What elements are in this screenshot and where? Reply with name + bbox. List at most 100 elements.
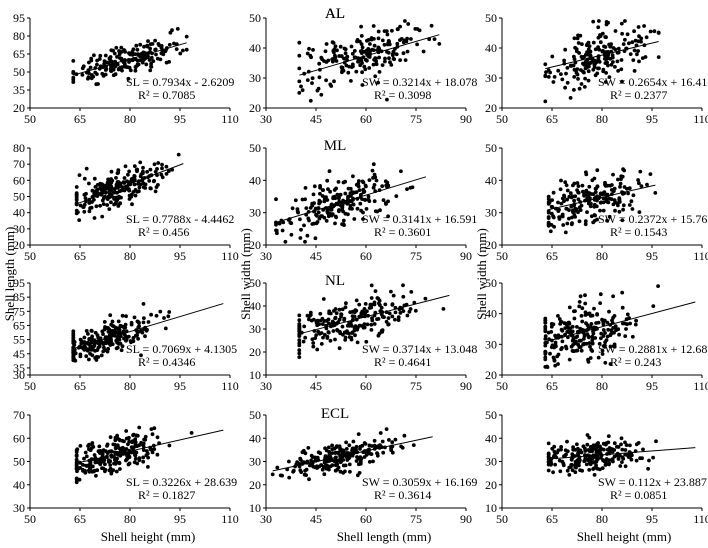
data-point: [94, 204, 99, 209]
data-point: [620, 447, 625, 452]
x-tick-label: 110: [221, 112, 239, 126]
data-point: [315, 318, 320, 323]
r-squared: R² = 0.2377: [610, 88, 667, 102]
regression-equation: SL = 0.7069x + 4.1305: [126, 342, 237, 356]
data-point: [604, 338, 609, 342]
data-point: [606, 200, 611, 205]
regression-equation: SW = 0.3059x + 16.169: [362, 475, 477, 489]
data-point: [336, 465, 341, 470]
data-point: [583, 293, 587, 298]
data-point: [133, 68, 138, 73]
data-point: [301, 460, 306, 464]
data-point: [113, 458, 117, 462]
data-point: [587, 468, 592, 472]
data-point: [582, 54, 586, 59]
data-point: [358, 461, 363, 466]
data-point: [90, 464, 95, 469]
data-point: [365, 322, 370, 327]
data-point: [316, 210, 321, 215]
data-point: [583, 219, 588, 224]
data-point: [298, 458, 303, 462]
data-point: [167, 443, 172, 448]
data-point: [148, 186, 153, 191]
data-point: [620, 218, 625, 223]
data-point: [136, 182, 140, 186]
x-tick-label: 65: [74, 112, 86, 126]
data-point: [362, 189, 367, 194]
data-point: [149, 427, 154, 431]
data-point: [99, 458, 103, 463]
data-point: [107, 333, 112, 338]
data-point: [162, 316, 166, 320]
data-point: [105, 442, 110, 447]
regression-equation: SW = 0.3141x + 16.591: [362, 212, 477, 226]
data-point: [374, 178, 379, 183]
data-point: [556, 209, 561, 214]
panel-al-sw-sh: 50 65 80 95 110 20 30 40 50 SW = 0.2654x + 16.418…: [325, 6, 708, 126]
data-point: [350, 51, 355, 56]
y-tick-label: 40: [485, 431, 497, 445]
x-tick-label: 60: [360, 112, 372, 126]
data-point: [134, 43, 139, 48]
data-point: [591, 40, 596, 45]
data-point: [556, 314, 560, 318]
regression-equation: SW = 0.112x + 23.887: [598, 475, 707, 489]
y-tick-label: 95: [13, 11, 25, 25]
data-point: [421, 49, 426, 54]
panel-nl-sw-sh: 50 65 80 95 110 20 30 40 50 SW = 0.2881x + 12.685…: [485, 276, 708, 393]
data-point: [577, 219, 582, 224]
data-point: [549, 324, 554, 329]
data-point: [554, 344, 558, 349]
data-point: [327, 452, 332, 457]
data-point: [117, 342, 121, 346]
data-point: [387, 438, 391, 442]
data-point: [101, 196, 106, 201]
regression-line: [73, 42, 187, 76]
x-tick-label: 90: [460, 512, 472, 526]
y-tick-label: 80: [13, 29, 25, 43]
data-point: [372, 199, 377, 204]
data-point: [592, 306, 596, 311]
data-point: [116, 170, 121, 175]
data-point: [328, 189, 332, 194]
data-point: [142, 44, 146, 49]
data-point: [299, 470, 304, 474]
data-point: [563, 47, 568, 52]
data-point: [328, 311, 333, 316]
x-tick-label: 90: [460, 249, 472, 263]
y-axis-label-shell-width-middle: Shell width (mm): [238, 228, 253, 320]
data-point: [579, 54, 584, 59]
data-point: [369, 296, 374, 300]
data-point: [441, 307, 446, 311]
data-point: [583, 222, 588, 227]
data-point: [107, 449, 112, 454]
data-point: [552, 224, 556, 229]
data-point: [606, 53, 610, 58]
data-point: [576, 41, 581, 45]
data-point: [86, 76, 90, 81]
regression-line: [548, 184, 656, 211]
data-point: [593, 47, 598, 52]
data-point: [297, 66, 302, 71]
data-point: [132, 177, 137, 182]
data-point: [338, 447, 343, 451]
data-point: [577, 205, 582, 210]
data-point: [355, 327, 359, 332]
data-point: [383, 59, 387, 64]
data-point: [133, 440, 138, 444]
data-point: [384, 29, 389, 33]
data-point: [290, 206, 295, 211]
data-point: [605, 320, 610, 325]
data-point: [101, 202, 106, 207]
x-tick-label: 110: [693, 249, 708, 263]
group-label-ml: ML: [324, 138, 347, 154]
data-point: [302, 324, 307, 329]
data-point: [349, 337, 354, 342]
data-point: [609, 332, 613, 336]
data-point: [398, 24, 402, 29]
data-point: [126, 442, 130, 447]
data-point: [548, 229, 553, 234]
data-point: [362, 307, 367, 311]
x-tick-label: 80: [596, 249, 608, 263]
